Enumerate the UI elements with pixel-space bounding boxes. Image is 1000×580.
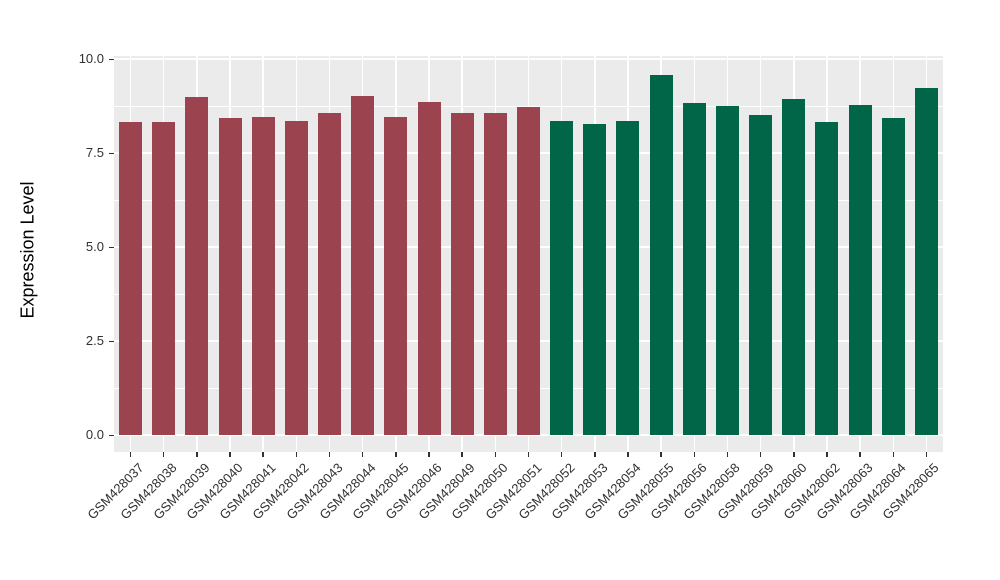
y-tick-label: 0.0 xyxy=(85,427,104,442)
x-axis-tick xyxy=(693,452,696,457)
bar-GSM428039 xyxy=(185,96,209,435)
x-axis-tick xyxy=(892,452,894,457)
bar-GSM428060 xyxy=(782,99,806,435)
bar-GSM428037 xyxy=(119,121,143,435)
y-tick-label: 7.5 xyxy=(85,145,104,160)
bar-GSM428055 xyxy=(649,75,673,435)
bar-GSM428040 xyxy=(218,118,242,435)
y-tick-label: 2.5 xyxy=(85,333,104,348)
bar-GSM428050 xyxy=(483,113,507,435)
bar-GSM428065 xyxy=(914,87,938,435)
x-axis-tick xyxy=(494,452,497,457)
x-axis-tick xyxy=(196,452,198,457)
x-axis-tick xyxy=(793,452,795,457)
y-axis-tick xyxy=(109,152,114,154)
x-axis-tick xyxy=(925,452,928,457)
x-axis-tick xyxy=(361,452,364,457)
y-axis-title: Expression Level xyxy=(17,181,38,319)
x-axis-tick xyxy=(527,452,530,457)
bar-GSM428046 xyxy=(417,102,441,435)
y-axis-tick xyxy=(109,340,114,342)
x-axis-tick xyxy=(461,452,463,457)
x-axis-tick xyxy=(162,452,165,457)
bar-GSM428053 xyxy=(583,124,607,435)
x-axis-tick xyxy=(328,452,331,457)
x-axis-tick xyxy=(395,452,397,457)
bar-GSM428051 xyxy=(517,107,540,435)
x-axis-tick xyxy=(428,452,430,457)
plot-panel xyxy=(114,56,943,452)
y-tick-label: 10.0 xyxy=(78,51,104,66)
x-axis-tick xyxy=(726,452,729,457)
bar-GSM428054 xyxy=(616,120,640,435)
x-axis-tick xyxy=(129,452,132,457)
x-axis-tick xyxy=(229,452,231,457)
x-axis-tick xyxy=(560,452,563,457)
bar-GSM428049 xyxy=(450,112,474,435)
bar-GSM428064 xyxy=(881,117,905,435)
bar-GSM428043 xyxy=(318,113,342,435)
bar-GSM428044 xyxy=(351,95,375,435)
bar-GSM428038 xyxy=(152,121,176,435)
bar-GSM428041 xyxy=(251,116,275,435)
x-axis-tick xyxy=(262,452,264,457)
y-tick-label: 5.0 xyxy=(85,239,104,254)
bar-GSM428059 xyxy=(749,115,773,435)
bar-GSM428058 xyxy=(715,105,739,435)
x-axis-tick xyxy=(660,452,662,457)
bar-GSM428056 xyxy=(682,102,706,435)
x-axis-tick xyxy=(627,452,629,457)
x-axis-tick xyxy=(859,452,861,457)
x-axis-tick xyxy=(594,452,596,457)
bar-GSM428052 xyxy=(550,121,574,435)
x-axis-tick xyxy=(759,452,762,457)
bar-GSM428042 xyxy=(284,120,308,435)
x-axis-tick xyxy=(826,452,828,457)
y-axis-tick xyxy=(109,246,114,248)
bar-GSM428063 xyxy=(848,104,872,435)
bar-GSM428045 xyxy=(384,116,408,435)
y-axis-tick xyxy=(109,58,114,60)
y-axis-tick xyxy=(109,434,114,436)
x-axis-tick xyxy=(295,452,298,457)
bar-GSM428062 xyxy=(815,121,839,435)
